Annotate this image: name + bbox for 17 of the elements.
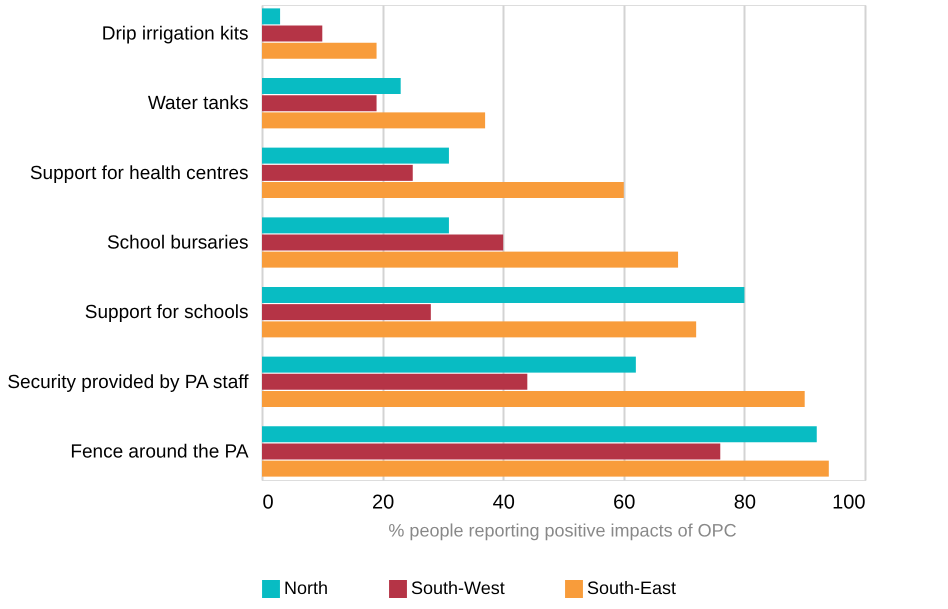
legend-label: North	[284, 578, 328, 598]
legend-label: South-West	[411, 578, 505, 598]
x-tick-label: 0	[262, 492, 274, 514]
x-tick-label: 20	[372, 492, 394, 514]
x-tick-label: 40	[492, 492, 515, 514]
y-tick-label: Water tanks	[148, 93, 248, 114]
x-tick-label: 80	[734, 492, 756, 514]
y-tick-label: Drip irrigation kits	[102, 24, 248, 45]
legend-label: South-East	[587, 578, 676, 598]
x-axis-title: % people reporting positive impacts of OPC	[388, 520, 737, 540]
y-tick-label: Security provided by PA staff	[7, 372, 250, 393]
y-tick-label: Support for health centres	[30, 162, 248, 184]
y-tick-label: School bursaries	[106, 232, 248, 254]
x-tick-label: 60	[613, 492, 636, 514]
y-tick-label: Support for schools	[84, 302, 248, 324]
x-tick-label: 100	[832, 492, 866, 514]
y-tick-label: Fence around the PA	[70, 441, 249, 462]
